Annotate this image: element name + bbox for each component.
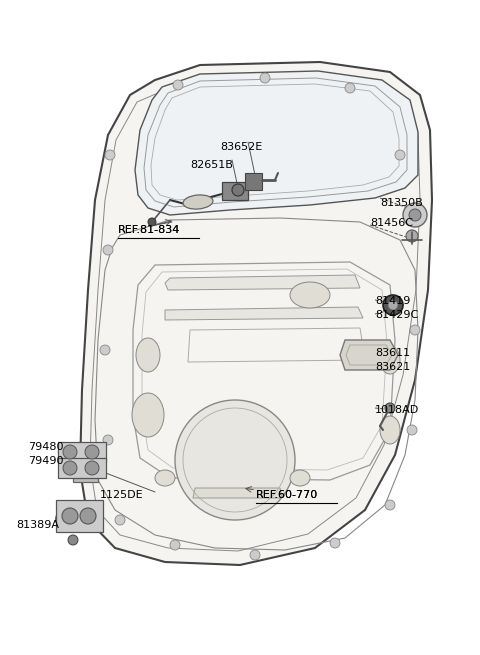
Circle shape — [388, 300, 398, 310]
Circle shape — [85, 461, 99, 475]
Circle shape — [63, 461, 77, 475]
Polygon shape — [165, 307, 363, 320]
Ellipse shape — [155, 470, 175, 486]
Ellipse shape — [290, 282, 330, 308]
Circle shape — [115, 515, 125, 525]
Polygon shape — [340, 340, 398, 370]
Circle shape — [85, 445, 99, 459]
Circle shape — [383, 295, 403, 315]
Circle shape — [105, 150, 115, 160]
Circle shape — [409, 209, 421, 221]
Circle shape — [385, 500, 395, 510]
Text: REF.81-834: REF.81-834 — [118, 225, 180, 235]
Text: REF.60-770: REF.60-770 — [256, 490, 318, 500]
Circle shape — [232, 184, 244, 196]
Text: 1018AD: 1018AD — [375, 405, 419, 415]
Text: 1125DE: 1125DE — [100, 490, 144, 500]
Circle shape — [406, 230, 418, 242]
Circle shape — [330, 538, 340, 548]
Circle shape — [395, 150, 405, 160]
Circle shape — [62, 508, 78, 524]
Circle shape — [407, 425, 417, 435]
Ellipse shape — [290, 470, 310, 486]
Ellipse shape — [183, 195, 213, 209]
Polygon shape — [56, 500, 103, 532]
Polygon shape — [245, 173, 262, 190]
Text: 81350B: 81350B — [380, 198, 423, 208]
Circle shape — [103, 435, 113, 445]
Circle shape — [173, 80, 183, 90]
Circle shape — [403, 203, 427, 227]
Polygon shape — [165, 275, 360, 290]
Circle shape — [80, 508, 96, 524]
Text: 81429C: 81429C — [375, 310, 418, 320]
Circle shape — [345, 83, 355, 93]
Text: 81419: 81419 — [375, 296, 410, 306]
Text: 83621: 83621 — [375, 362, 410, 372]
Polygon shape — [193, 488, 282, 498]
Text: 81389A: 81389A — [16, 520, 59, 530]
Text: REF.81-834: REF.81-834 — [118, 225, 180, 235]
Ellipse shape — [380, 416, 400, 444]
Text: 83611: 83611 — [375, 348, 410, 358]
Polygon shape — [222, 182, 248, 200]
Ellipse shape — [132, 393, 164, 437]
Circle shape — [175, 400, 295, 520]
Text: 83652E: 83652E — [220, 142, 262, 152]
Text: 79490: 79490 — [28, 456, 63, 466]
Circle shape — [63, 445, 77, 459]
Text: 79480: 79480 — [28, 442, 63, 452]
Circle shape — [260, 73, 270, 83]
Polygon shape — [58, 458, 106, 478]
Circle shape — [68, 535, 78, 545]
Circle shape — [250, 550, 260, 560]
Circle shape — [170, 540, 180, 550]
Ellipse shape — [380, 346, 400, 374]
Text: REF.60-770: REF.60-770 — [256, 490, 318, 500]
Circle shape — [148, 218, 156, 226]
Text: 82651B: 82651B — [190, 160, 233, 170]
Text: 81456C: 81456C — [370, 218, 413, 228]
Polygon shape — [58, 442, 106, 462]
Polygon shape — [73, 445, 98, 482]
Circle shape — [385, 403, 395, 413]
Ellipse shape — [136, 338, 160, 372]
Polygon shape — [80, 62, 432, 565]
Circle shape — [410, 325, 420, 335]
Polygon shape — [135, 71, 418, 215]
Circle shape — [100, 345, 110, 355]
Circle shape — [103, 245, 113, 255]
Circle shape — [407, 230, 417, 240]
